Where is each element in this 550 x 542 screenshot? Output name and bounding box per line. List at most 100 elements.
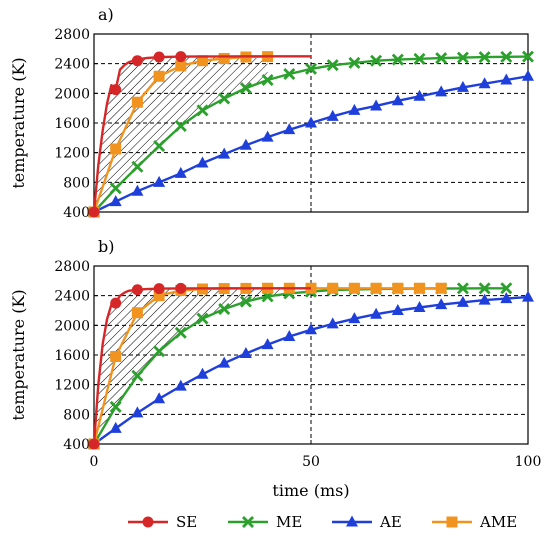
series-markers-se xyxy=(88,282,187,450)
data-point-me xyxy=(326,59,339,72)
data-point-ame xyxy=(370,282,382,294)
data-point-ae xyxy=(305,116,317,128)
data-point-me xyxy=(478,51,491,64)
legend-label: AME xyxy=(479,513,517,531)
y-tick-label: 1600 xyxy=(54,348,90,364)
data-point-ae xyxy=(283,329,296,341)
x-tick-label: 100 xyxy=(515,454,542,470)
data-point-ame xyxy=(348,282,360,294)
y-tick-label: 1600 xyxy=(54,116,90,132)
data-point-se xyxy=(110,297,122,309)
y-tick-label: 2800 xyxy=(54,259,90,275)
legend-swatch-marker xyxy=(446,516,458,528)
data-point-me xyxy=(522,50,534,63)
data-point-ae xyxy=(153,175,166,187)
data-point-ae xyxy=(522,290,534,302)
data-point-me xyxy=(391,53,404,66)
y-axis-title: temperature (K) xyxy=(9,289,28,420)
data-point-me xyxy=(131,160,144,173)
data-point-ame xyxy=(131,96,143,108)
data-point-ae xyxy=(218,147,231,159)
data-point-ame xyxy=(327,282,339,294)
data-point-ame xyxy=(110,350,122,362)
y-tick-label: 2000 xyxy=(54,86,90,102)
data-point-ae xyxy=(153,392,166,404)
data-point-ae xyxy=(348,103,361,115)
hatched-band xyxy=(94,288,290,444)
data-point-me xyxy=(218,303,231,316)
data-point-ae xyxy=(370,307,383,319)
legend-item-ae: AE xyxy=(332,513,402,531)
data-point-me xyxy=(261,73,274,86)
legend-item-ame: AME xyxy=(432,513,517,531)
y-tick-label: 400 xyxy=(63,437,90,453)
data-point-me xyxy=(131,369,144,382)
data-point-ae xyxy=(174,166,187,178)
data-point-me xyxy=(196,104,209,117)
data-point-ae xyxy=(283,123,296,135)
data-point-me xyxy=(174,119,187,132)
y-tick-label: 2400 xyxy=(54,289,90,305)
data-point-me xyxy=(109,182,122,195)
data-point-ae xyxy=(131,184,144,196)
x-tick-label: 50 xyxy=(302,454,320,470)
data-point-ae xyxy=(456,295,469,307)
data-point-me xyxy=(239,295,252,308)
data-point-ae xyxy=(456,80,469,92)
data-point-ae xyxy=(500,73,513,85)
data-point-se xyxy=(131,55,143,67)
data-point-ae xyxy=(109,421,122,433)
data-point-se xyxy=(153,283,165,295)
data-point-ae xyxy=(261,338,274,350)
y-tick-label: 2000 xyxy=(54,318,90,334)
data-point-ame xyxy=(435,282,447,294)
hatched-band xyxy=(94,56,268,212)
data-point-me xyxy=(109,400,122,413)
data-point-ae xyxy=(348,312,361,324)
panel-label: b) xyxy=(98,237,114,256)
data-point-ae xyxy=(261,130,274,142)
data-point-me xyxy=(196,312,209,325)
legend-item-se: SE xyxy=(128,513,197,531)
data-point-ae xyxy=(478,293,491,305)
data-point-ame xyxy=(110,143,122,155)
data-point-ae xyxy=(435,298,448,310)
y-tick-label: 2400 xyxy=(54,57,90,73)
legend-label: AE xyxy=(379,513,402,531)
data-point-me xyxy=(239,82,252,95)
data-point-ae xyxy=(109,195,122,207)
data-point-ame xyxy=(153,290,165,302)
data-point-ame xyxy=(218,52,230,64)
data-point-se xyxy=(88,206,100,218)
legend: SE ME AE AME xyxy=(128,513,517,531)
data-point-me xyxy=(456,51,469,64)
data-point-me xyxy=(456,282,469,295)
data-point-ae xyxy=(413,301,426,313)
data-point-ae xyxy=(305,323,317,335)
data-point-ae xyxy=(174,379,187,391)
data-point-ae xyxy=(326,317,339,329)
panel-a: a) 400 800 1200 1600 2000 2400 2800 temperature … xyxy=(9,5,534,221)
data-point-me xyxy=(283,68,296,81)
data-point-ae xyxy=(413,89,426,101)
data-point-se xyxy=(175,51,187,63)
legend-swatch-marker xyxy=(142,516,154,528)
legend-label: ME xyxy=(276,513,302,531)
legend-label: SE xyxy=(176,513,197,531)
data-point-se xyxy=(131,284,143,296)
data-point-me xyxy=(478,282,491,295)
y-tick-label: 1200 xyxy=(54,378,90,394)
data-point-me xyxy=(348,56,361,69)
y-tick-label: 800 xyxy=(63,407,90,423)
data-point-me xyxy=(174,326,187,339)
series-se xyxy=(94,287,311,444)
data-point-ae xyxy=(391,304,404,315)
data-point-me xyxy=(500,50,513,63)
data-point-ae xyxy=(196,156,209,168)
data-point-me xyxy=(370,54,383,67)
data-point-ae xyxy=(131,406,144,418)
data-point-ame xyxy=(197,55,208,67)
series-markers-se xyxy=(88,51,187,218)
y-tick-label: 800 xyxy=(63,175,90,191)
